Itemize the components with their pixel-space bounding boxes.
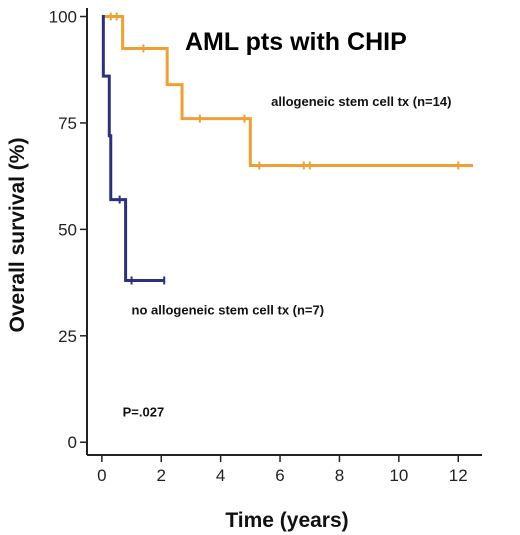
x-tick-label: 8: [335, 466, 344, 485]
x-axis-title: Time (years): [225, 509, 348, 532]
annotation-layer: allogeneic stem cell tx (n=14) no allogen…: [123, 94, 452, 420]
series-line-no-allogeneic: [101, 15, 165, 282]
y-tick-label: 75: [58, 114, 77, 133]
x-tick-label: 4: [216, 466, 225, 485]
y-tick-label: 100: [49, 8, 77, 27]
y-axis-title: Overall survival (%): [6, 138, 29, 333]
x-tick-label: 12: [449, 466, 468, 485]
annotation-label: allogeneic stem cell tx (n=14): [271, 94, 451, 109]
axis-ticks-group: 0 2 4 6 8 10 12 0 25 50 75 100: [49, 8, 468, 485]
x-tick-label: 2: [157, 466, 166, 485]
x-tick-label: 10: [389, 466, 408, 485]
y-tick-label: 25: [58, 327, 77, 346]
y-tick-label: 50: [58, 220, 77, 239]
annotation-label: no allogeneic stem cell tx (n=7): [132, 303, 325, 318]
series-line-allogeneic: [101, 15, 474, 168]
y-tick-label: 0: [68, 433, 77, 452]
annotation-label: P=.027: [123, 405, 165, 420]
series-layer: [101, 12, 474, 285]
x-tick-label: 6: [275, 466, 284, 485]
chart-title: AML pts with CHIP: [185, 28, 407, 56]
x-tick-label: 0: [97, 466, 106, 485]
